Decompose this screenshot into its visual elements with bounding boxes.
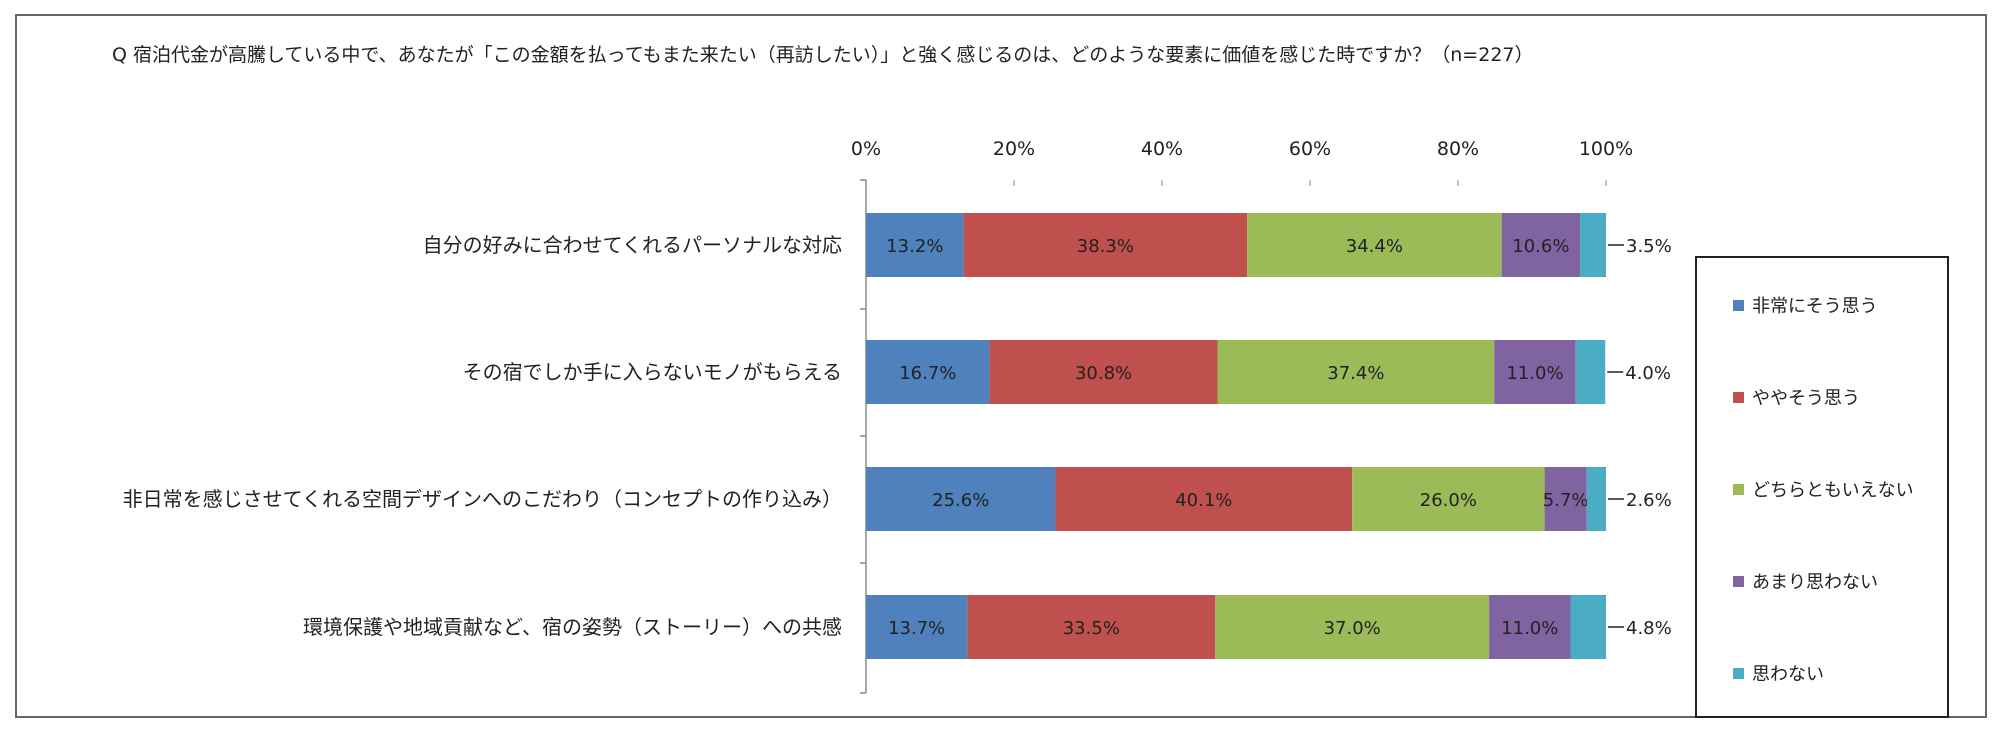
legend-swatch-3: [1733, 483, 1744, 495]
data-label-4-3: 37.0%: [1324, 618, 1381, 639]
data-label-2-4: 11.0%: [1506, 363, 1563, 384]
bar-seg-2-2: [989, 340, 1218, 404]
bar-seg-4-3: [1215, 595, 1490, 659]
data-label-4-5: 4.8%: [1626, 618, 1672, 639]
legend-swatch-2: [1733, 391, 1744, 403]
question-text: Q 宿泊代金が高騰している中で、あなたが「この金額を払ってもまた来たい（再訪した…: [112, 44, 1534, 66]
data-label-3-5: 2.6%: [1626, 490, 1672, 511]
x-tick-label-6: 100%: [1579, 138, 1633, 160]
data-label-3-3: 26.0%: [1420, 490, 1477, 511]
data-label-1-2: 38.3%: [1077, 236, 1134, 257]
data-label-1-1: 13.2%: [886, 236, 943, 257]
x-tick-label-5: 80%: [1437, 138, 1479, 160]
bar-seg-1-5: [1580, 213, 1606, 277]
category-label-3: 非日常を感じさせてくれる空間デザインへのこだわり（コンセプトの作り込み）: [123, 487, 842, 511]
x-tick-label-4: 60%: [1289, 138, 1331, 160]
data-label-1-3: 34.4%: [1346, 236, 1403, 257]
legend-item-5: 思わない: [1733, 660, 1824, 686]
data-label-4-2: 33.5%: [1063, 618, 1120, 639]
bar-seg-2-3: [1217, 340, 1495, 404]
bar-seg-3-2: [1055, 467, 1353, 531]
data-label-2-2: 30.8%: [1075, 363, 1132, 384]
data-label-2-5: 4.0%: [1625, 363, 1671, 384]
legend: 非常にそう思う ややそう思う どちらともいえない あまり思わない 思わない: [1695, 256, 1949, 718]
legend-label-1: 非常にそう思う: [1752, 296, 1878, 317]
legend-item-3: どちらともいえない: [1733, 476, 1914, 502]
data-label-4-4: 11.0%: [1501, 618, 1558, 639]
legend-item-1: 非常にそう思う: [1733, 292, 1878, 318]
bar-seg-1-3: [1247, 213, 1502, 277]
legend-label-5: 思わない: [1752, 664, 1824, 685]
data-label-1-4: 10.6%: [1512, 236, 1569, 257]
bar-seg-4-2: [967, 595, 1216, 659]
x-tick-label-2: 20%: [993, 138, 1035, 160]
legend-swatch-1: [1733, 299, 1744, 311]
category-label-4: 環境保護や地域貢献など、宿の姿勢（ストーリー）への共感: [303, 615, 842, 639]
bar-seg-3-5: [1586, 467, 1606, 531]
bar-seg-4-1: [866, 595, 968, 659]
bar-seg-1-1: [866, 213, 964, 277]
bar-seg-2-5: [1575, 340, 1606, 404]
bar-seg-3-3: [1352, 467, 1545, 531]
category-label-1: 自分の好みに合わせてくれるパーソナルな対応: [423, 233, 842, 257]
legend-swatch-4: [1733, 575, 1744, 587]
legend-swatch-5: [1733, 667, 1744, 679]
legend-label-3: どちらともいえない: [1752, 480, 1914, 501]
data-label-2-3: 37.4%: [1327, 363, 1384, 384]
bar-seg-1-2: [963, 213, 1248, 277]
chart-frame: [15, 14, 1987, 718]
legend-item-4: あまり思わない: [1733, 568, 1878, 594]
bar-seg-1-4: [1501, 213, 1581, 277]
x-tick-label-1: 0%: [851, 138, 881, 160]
data-label-2-1: 16.7%: [899, 363, 956, 384]
category-label-2: その宿でしか手に入らないモノがもらえる: [463, 360, 842, 384]
bar-seg-3-4: [1544, 467, 1587, 531]
data-label-1-5: 3.5%: [1626, 236, 1672, 257]
bar-seg-4-5: [1570, 595, 1606, 659]
bar-seg-2-4: [1494, 340, 1576, 404]
legend-item-2: ややそう思う: [1733, 384, 1860, 410]
legend-label-2: ややそう思う: [1752, 388, 1860, 409]
data-label-3-2: 40.1%: [1175, 490, 1232, 511]
data-label-3-4: 5.7%: [1543, 490, 1589, 511]
bar-seg-2-1: [866, 340, 990, 404]
data-label-4-1: 13.7%: [888, 618, 945, 639]
data-label-3-1: 25.6%: [932, 490, 989, 511]
bar-seg-4-4: [1489, 595, 1571, 659]
x-tick-label-3: 40%: [1141, 138, 1183, 160]
legend-label-4: あまり思わない: [1752, 572, 1878, 593]
bar-seg-3-1: [866, 467, 1056, 531]
